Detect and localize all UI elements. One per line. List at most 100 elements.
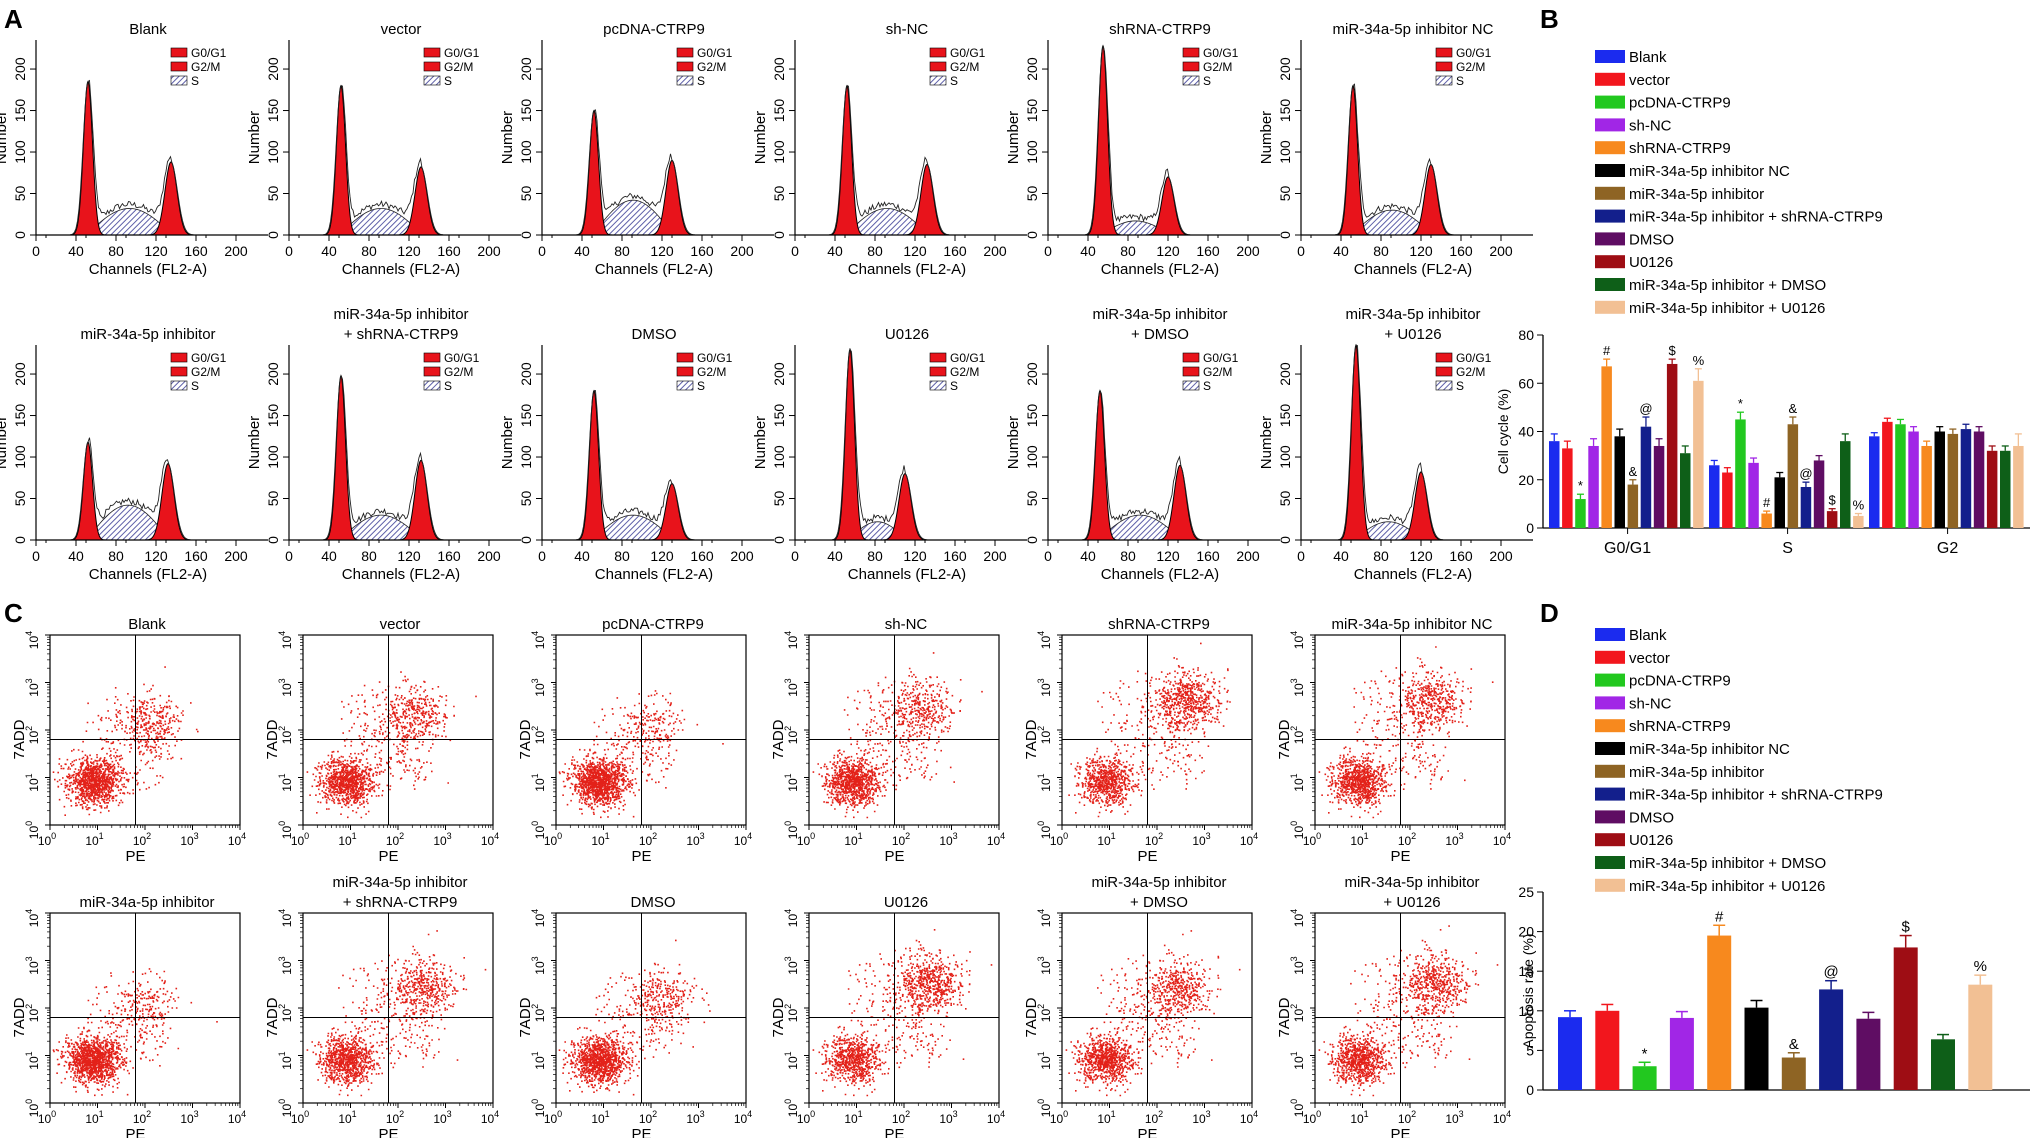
- x-tick-label: 160: [690, 548, 714, 564]
- y-tick-label: 100: [771, 445, 787, 469]
- x-tick-label: 0: [538, 548, 546, 564]
- y-axis-label: Number: [0, 416, 10, 469]
- bar: [1973, 431, 1985, 528]
- x-tick-label: 40: [68, 243, 84, 259]
- y-axis-label: Number: [1258, 416, 1275, 469]
- legend-g0g1-swatch: [929, 47, 947, 58]
- exponent: 1: [1364, 1109, 1369, 1119]
- bar: [1761, 513, 1772, 528]
- legend-g2m-label: G2/M: [1456, 60, 1485, 74]
- x-tick-label: 0: [1297, 243, 1305, 259]
- x-tick-label: 200: [477, 243, 501, 259]
- legend-s-swatch: [1182, 75, 1200, 86]
- y-axis-label: Number: [499, 416, 516, 469]
- x-tick-label: 80: [614, 548, 630, 564]
- panel-label-c: C: [4, 598, 23, 628]
- x-tick-label: 0: [285, 243, 293, 259]
- exponent: 2: [146, 831, 151, 841]
- x-tick-label: 0: [791, 243, 799, 259]
- bar: [1735, 419, 1746, 528]
- bar: [1840, 441, 1851, 528]
- x-tick-label: 160: [1196, 548, 1220, 564]
- legend-swatch: [1595, 300, 1625, 314]
- dotplot-title: + U0126: [1383, 894, 1440, 911]
- x-tick-label: 160: [1449, 243, 1473, 259]
- y-tick-label: 150: [265, 404, 281, 428]
- exponent: 4: [747, 831, 752, 841]
- bar: [1826, 511, 1838, 528]
- x-tick-label: 40: [1080, 243, 1096, 259]
- exponent: 4: [1036, 631, 1046, 636]
- x-tick-label: 40: [1080, 548, 1096, 564]
- exponent: 0: [1316, 1109, 1321, 1119]
- significance-mark: #: [1763, 495, 1771, 510]
- histogram-title: miR-34a-5p inhibitor: [333, 306, 468, 323]
- legend-g0g1-label: G0/G1: [1203, 351, 1239, 365]
- y-tick-label: 200: [12, 362, 28, 386]
- dot-cloud: [306, 930, 487, 1097]
- x-tick-label: 120: [1156, 243, 1180, 259]
- y-axis-label: Cell cycle (%): [1495, 389, 1511, 475]
- bar: [1601, 366, 1612, 528]
- y-tick-label: 0: [12, 231, 28, 239]
- x-tick-label: 160: [1449, 548, 1473, 564]
- histogram-plot: miR-34a-5p inhibitor 0 40 80 120 160 200 0 50 100…: [0, 326, 268, 583]
- legend-g0g1-swatch: [676, 352, 694, 363]
- dot-cloud: [1068, 642, 1231, 818]
- exponent: 2: [24, 1004, 34, 1009]
- histogram-plot: vector 0 40 80 120 160 200 0 50 100 150 200 Channels…: [246, 21, 521, 278]
- legend-g0g1-label: G0/G1: [950, 351, 986, 365]
- legend-label: pcDNA-CTRP9: [1629, 95, 1731, 112]
- dot-cloud: [1318, 925, 1499, 1097]
- exponent: 0: [304, 1109, 309, 1119]
- s-phase-area: [345, 208, 417, 236]
- x-tick-label: 200: [224, 243, 248, 259]
- significance-mark: *: [1578, 478, 1583, 493]
- x-tick-label: G0/G1: [1604, 540, 1651, 557]
- bar: [1549, 441, 1560, 528]
- legend-g2m-label: G2/M: [1203, 365, 1232, 379]
- exponent: 3: [783, 956, 793, 961]
- y-tick-label: 150: [771, 99, 787, 123]
- legend-label: miR-34a-5p inhibitor + U0126: [1629, 300, 1825, 317]
- y-tick-label: 50: [1024, 186, 1040, 202]
- exponent: 4: [1289, 631, 1299, 636]
- exponent: 0: [783, 1099, 793, 1104]
- y-tick-label: 50: [12, 491, 28, 507]
- y-tick-label: 0: [771, 231, 787, 239]
- y-tick-label: 200: [771, 57, 787, 81]
- legend-swatch: [1595, 72, 1625, 86]
- y-tick-label: 100: [12, 140, 28, 164]
- y-axis-label: Apoptosis rate (%): [1520, 933, 1536, 1048]
- x-tick-label: 200: [1489, 548, 1513, 564]
- exponent: 1: [24, 1051, 34, 1056]
- s-phase-area: [92, 504, 164, 541]
- bar: [1934, 431, 1945, 528]
- y-tick-label: 0: [265, 536, 281, 544]
- legend-g2m-swatch: [170, 366, 188, 377]
- g2m-peak: [1143, 176, 1193, 236]
- exponent: 0: [1289, 821, 1299, 826]
- s-phase-area: [851, 208, 923, 236]
- y-tick-label: 200: [1277, 362, 1293, 386]
- exponent: 2: [277, 1004, 287, 1009]
- legend-label: miR-34a-5p inhibitor NC: [1629, 741, 1790, 758]
- x-tick-label: 40: [574, 243, 590, 259]
- legend-g0g1-swatch: [1182, 47, 1200, 58]
- x-tick-label: 120: [650, 243, 674, 259]
- exponent: 3: [1289, 956, 1299, 961]
- legend-s-swatch: [676, 380, 694, 391]
- legend-swatch: [1595, 164, 1625, 177]
- legend-swatch: [1595, 628, 1625, 641]
- legend-s-label: S: [697, 74, 705, 88]
- exponent: 4: [1000, 1109, 1005, 1119]
- exponent: 1: [605, 831, 610, 841]
- significance-mark: *: [1642, 1045, 1648, 1062]
- y-tick-label: 200: [518, 57, 534, 81]
- histogram-title: + U0126: [1384, 326, 1441, 343]
- x-tick-label: 120: [144, 548, 168, 564]
- legend-g0g1-swatch: [423, 352, 441, 363]
- y-tick-label: 100: [1024, 140, 1040, 164]
- exponent: 1: [99, 1109, 104, 1119]
